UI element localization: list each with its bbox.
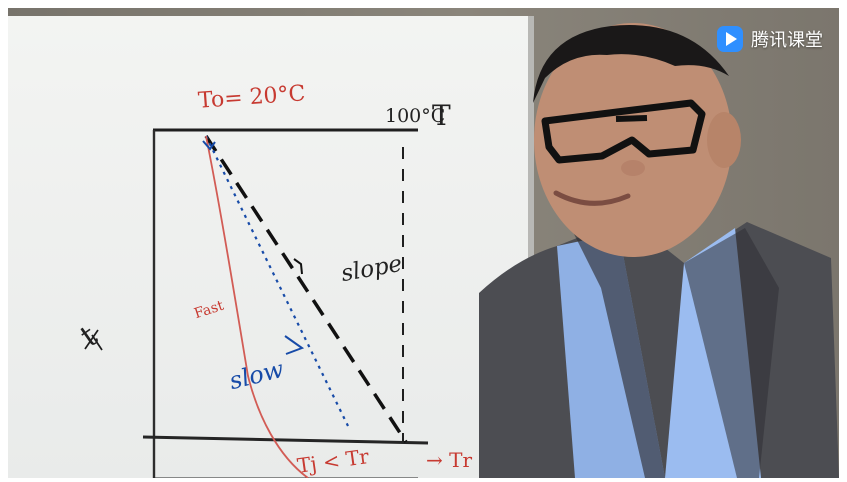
mouth bbox=[553, 190, 631, 206]
nose-shadow bbox=[621, 160, 645, 176]
video-scene: To= 20°C 100°C T t Fast slow slope Tj < … bbox=[8, 8, 839, 478]
whiteboard-drawing bbox=[84, 128, 429, 478]
suit-jacket bbox=[479, 218, 839, 478]
black-dashed-line bbox=[204, 135, 408, 443]
bottom-axis-line bbox=[142, 435, 429, 445]
top-right-label: 100°C bbox=[385, 105, 446, 127]
presenter-person bbox=[479, 23, 839, 478]
glasses-bridge bbox=[615, 115, 648, 122]
slow-arrow bbox=[284, 335, 305, 355]
glasses bbox=[541, 99, 706, 164]
t-axis-mark bbox=[84, 329, 103, 351]
hair bbox=[533, 25, 729, 103]
lapel-right bbox=[684, 228, 779, 478]
top-right-axis-label: T bbox=[432, 99, 451, 132]
lapel-left bbox=[573, 232, 665, 478]
ear bbox=[707, 112, 741, 168]
play-logo-icon bbox=[717, 26, 743, 52]
red-curve bbox=[205, 135, 309, 478]
video-watermark: 腾讯课堂 bbox=[717, 26, 823, 52]
watermark-text: 腾讯课堂 bbox=[751, 30, 823, 51]
whiteboard: To= 20°C 100°C T t Fast slow slope Tj < … bbox=[8, 16, 534, 478]
blue-dotted-line bbox=[205, 135, 349, 427]
blue-arrow bbox=[202, 140, 216, 151]
slope-arrow bbox=[293, 258, 303, 275]
